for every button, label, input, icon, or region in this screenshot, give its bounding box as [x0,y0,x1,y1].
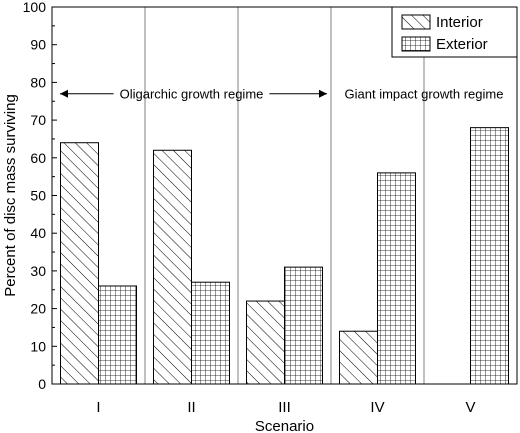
y-tick-label: 50 [30,188,46,204]
bar-interior-I [60,142,99,385]
bar-interior-IV [339,330,378,385]
legend-label-exterior: Exterior [436,36,488,53]
y-tick-label: 10 [30,338,46,354]
y-tick-label: 0 [38,376,46,392]
bar-exterior-II [191,281,230,385]
annotation-label-1: Giant impact growth regime [345,87,504,102]
y-tick-label: 90 [30,37,46,53]
annotation-label-0: Oligarchic growth regime [120,87,264,102]
bar-exterior-III [284,266,323,385]
y-tick-label: 100 [23,0,47,15]
x-tick-label: I [96,399,100,416]
bar-exterior-I [98,285,137,385]
annotations-group: Oligarchic growth regime Giant impact gro… [60,87,503,102]
y-tick-label: 30 [30,263,46,279]
bar-exterior-V [470,127,509,385]
y-tick-label: 60 [30,150,46,166]
bars-group [60,127,509,385]
x-tick-label: V [465,399,475,416]
x-tick-label: IV [370,399,384,416]
bar-interior-II [153,149,192,385]
legend-label-interior: Interior [436,14,483,31]
y-axis: 0 10 20 30 40 50 60 70 80 90 100 [23,0,57,392]
arrowhead-right [319,89,327,98]
y-axis-label: Percent of disc mass surviving [2,94,19,297]
bar-exterior-IV [377,172,416,385]
x-axis: I II III IV V [96,399,475,416]
legend: Interior Exterior [391,6,518,58]
x-tick-label: II [187,399,195,416]
x-axis-label: Scenario [255,418,314,433]
y-tick-label: 40 [30,225,46,241]
legend-swatch-interior [401,14,431,30]
y-tick-label: 70 [30,112,46,128]
arrowhead-left [60,89,68,98]
y-tick-label: 20 [30,301,46,317]
x-tick-label: III [278,399,291,416]
bar-interior-III [246,300,285,385]
y-tick-label: 80 [30,74,46,90]
legend-swatch-exterior [401,36,431,52]
scenario-separators [144,7,425,384]
